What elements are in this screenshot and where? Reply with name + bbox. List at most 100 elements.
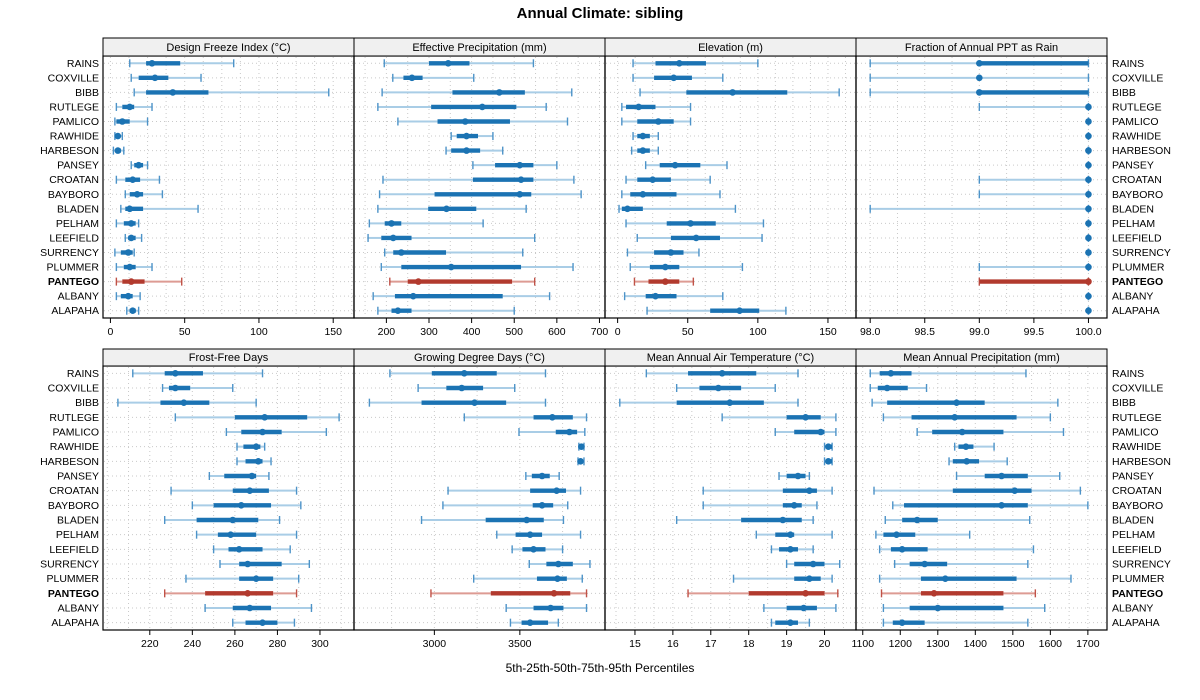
station-interval <box>632 59 759 68</box>
median-dot <box>624 205 631 213</box>
axis-tick-label: 16 <box>667 638 679 650</box>
station-label-right: RUTLEGE <box>1112 412 1162 424</box>
station-interval <box>871 398 1059 407</box>
station-interval <box>625 219 765 228</box>
station-interval <box>630 146 659 155</box>
station-interval <box>392 73 475 82</box>
panel-3: Fraction of Annual PPT as Rain 98.0 98.5 99… <box>855 37 1108 338</box>
axis-tick-label: 500 <box>505 326 523 338</box>
station-label-left: CROATAN <box>49 485 99 497</box>
station-interval <box>161 384 234 392</box>
station-interval <box>225 428 328 436</box>
station-interval <box>1085 248 1092 257</box>
median-dot <box>941 575 949 582</box>
station-interval <box>430 589 588 598</box>
panel-border <box>604 55 857 319</box>
station-interval <box>875 530 971 539</box>
station-interval <box>174 413 340 422</box>
axis-tick-label: 150 <box>324 326 342 338</box>
station-interval <box>114 117 149 126</box>
station-interval <box>978 102 1092 111</box>
median-dot <box>237 502 245 509</box>
station-label-right: ALBANY <box>1112 291 1153 303</box>
station-label-left: PANTEGO <box>48 276 99 288</box>
station-label-right: ALAPAHA <box>1112 305 1160 317</box>
station-interval <box>115 175 161 184</box>
station-interval <box>525 472 560 480</box>
station-interval <box>115 292 141 301</box>
median-dot <box>126 263 134 271</box>
median-dot <box>962 443 970 450</box>
station-label-right: HARBESON <box>1112 456 1171 468</box>
median-dot <box>806 487 813 494</box>
axis-tick-label: 99.5 <box>1024 326 1045 338</box>
station-interval <box>619 398 799 407</box>
median-dot <box>538 472 546 480</box>
axis-tick-label: 220 <box>141 638 159 650</box>
station-label-left: RAWHIDE <box>50 131 99 143</box>
station-interval <box>1085 233 1092 242</box>
station-interval <box>632 73 724 82</box>
axis-tick-label: 700 <box>591 326 609 338</box>
station-label-left: ALBANY <box>58 603 99 615</box>
axis-tick-label: 150 <box>819 326 837 338</box>
station-interval <box>132 369 264 378</box>
panel-border <box>855 365 1108 631</box>
axis-tick-label: 1400 <box>964 638 988 650</box>
median-dot <box>670 74 678 82</box>
axis-tick-label: 3000 <box>423 638 447 650</box>
station-label-right: PLUMMER <box>1112 573 1165 585</box>
station-interval <box>882 604 1046 612</box>
station-interval <box>675 516 814 524</box>
station-interval <box>770 618 811 627</box>
median-dot <box>736 307 743 315</box>
station-interval <box>450 132 494 141</box>
median-dot <box>114 132 122 140</box>
station-interval <box>732 574 833 583</box>
median-dot <box>180 399 188 406</box>
station-label-right: PELHAM <box>1112 218 1155 230</box>
axis-tick-label: 200 <box>378 326 396 338</box>
median-dot <box>517 176 525 184</box>
median-dot <box>976 59 983 67</box>
station-interval <box>893 560 1029 568</box>
station-label-right: PAMLICO <box>1112 116 1158 128</box>
median-dot <box>1011 487 1019 494</box>
axis-tick-label: 99.0 <box>969 326 990 338</box>
median-dot <box>729 89 736 96</box>
panel-7: Mean Annual Precipitation (mm) 1100 1200 13… <box>851 348 1108 650</box>
station-label-left: ALAPAHA <box>51 305 99 317</box>
median-dot <box>809 560 817 568</box>
figure-caption: 5th-25th-50th-75th-95th Percentiles <box>505 661 695 675</box>
axis-tick-label: 15 <box>629 638 641 650</box>
station-interval <box>445 146 504 155</box>
station-interval <box>115 277 183 286</box>
median-dot <box>1085 118 1092 125</box>
station-interval <box>185 574 300 583</box>
axis-tick-label: 280 <box>269 638 287 650</box>
station-label-left: BAYBORO <box>48 500 99 512</box>
median-dot <box>1085 161 1092 169</box>
median-dot <box>802 590 809 597</box>
median-dot <box>389 234 397 242</box>
station-label-right: RAWHIDE <box>1112 131 1161 143</box>
axis-tick-label: 1200 <box>889 638 913 650</box>
station-label-right: COXVILLE <box>1112 72 1163 84</box>
median-dot <box>388 220 395 227</box>
axis-tick-label: 1100 <box>851 638 874 650</box>
median-dot <box>553 487 560 494</box>
axis-tick-label: 260 <box>226 638 244 650</box>
station-interval <box>978 263 1092 272</box>
station-interval <box>442 501 569 510</box>
station-interval <box>472 574 583 583</box>
median-dot <box>1085 220 1092 227</box>
station-label-left: PELHAM <box>56 529 99 541</box>
panel-header <box>855 37 1108 57</box>
station-interval <box>170 486 298 495</box>
station-interval <box>420 516 565 524</box>
median-dot <box>244 590 251 597</box>
station-interval <box>377 102 547 111</box>
station-label-left: COXVILLE <box>48 383 99 395</box>
station-interval <box>702 486 833 495</box>
median-dot <box>538 502 546 509</box>
